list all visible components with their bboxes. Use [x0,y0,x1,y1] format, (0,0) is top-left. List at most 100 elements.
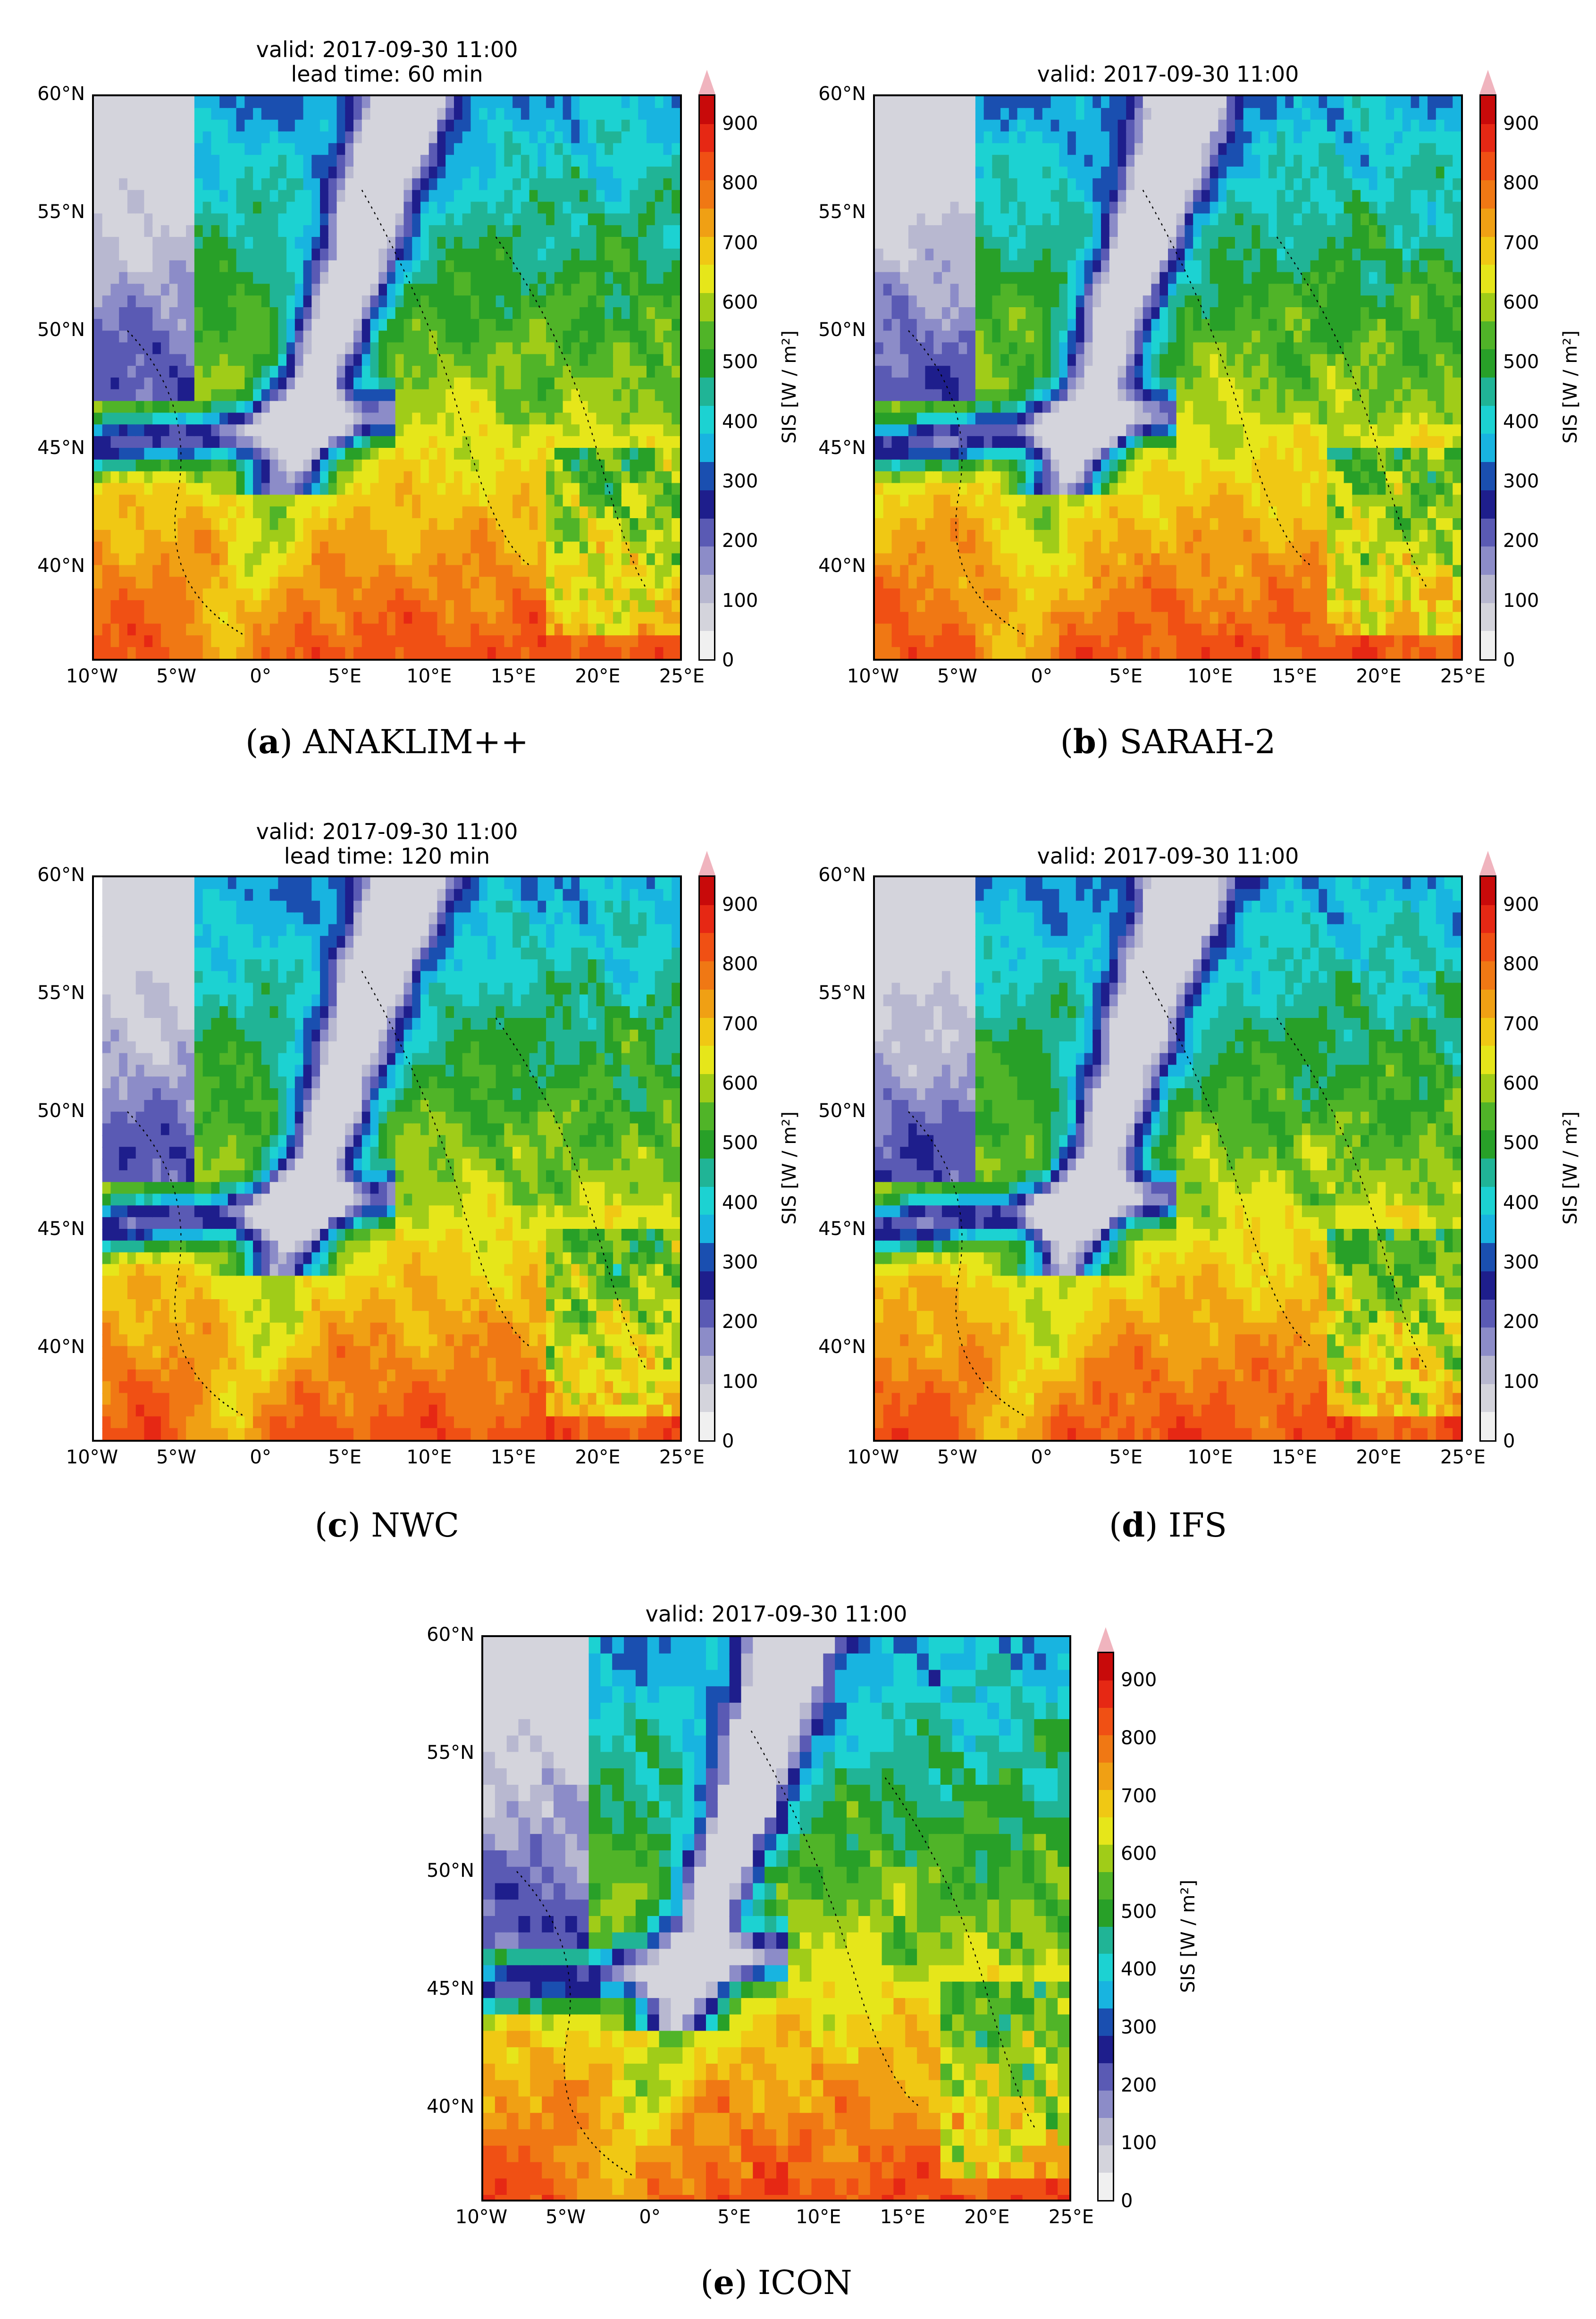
colorbar-b-segment [1481,293,1495,321]
map-c-lon-tick: 10°E [406,1446,452,1468]
map-d-lon-tick: 0° [1031,1446,1052,1468]
colorbar-e-tick: 200 [1121,2074,1157,2096]
map-c-lon-tick: 0° [250,1446,271,1468]
colorbar-c-segment [700,1271,714,1300]
colorbar-d-tick: 100 [1503,1370,1539,1393]
map-e [481,1635,1071,2201]
map-c-lat-tick: 55°N [37,982,85,1004]
map-a-lat-tick: 40°N [37,555,85,577]
panel-c-title-line1: valid: 2017-09-30 11:00 [256,819,518,844]
colorbar-b-segment [1481,603,1495,631]
colorbar-e-tick: 800 [1121,1727,1157,1749]
map-a-lon-tick: 25°E [659,665,705,687]
map-b-lon-tick: 15°E [1271,665,1317,687]
map-d-lon-tick: 5°W [937,1446,978,1468]
caption-a-letter: a [258,722,280,761]
colorbar-b-segment [1481,574,1495,603]
map-d [873,875,1463,1442]
map-c-lon-tick: 25°E [659,1446,705,1468]
colorbar-d-segment [1481,1045,1495,1074]
colorbar-e-segment [1099,2063,1113,2091]
colorbar-c-segment [700,1158,714,1187]
colorbar-b-segment [1481,180,1495,209]
colorbar-b-segment [1481,405,1495,434]
map-c-lon-tick: 5°E [328,1446,362,1468]
map-d-lon-tick: 15°E [1271,1446,1317,1468]
colorbar-b-segment [1481,462,1495,490]
colorbar-c-tick: 600 [722,1073,758,1095]
colorbar-d-extend-arrow [1479,851,1496,875]
map-e-lon-tick: 5°E [717,2206,751,2228]
map-d-field [875,877,1461,1440]
colorbar-b-tick: 400 [1503,411,1539,433]
colorbar-d-tick: 400 [1503,1192,1539,1214]
map-c-lat-tick: 60°N [37,864,85,886]
colorbar-c-segment [700,1102,714,1131]
colorbar-a-segment [700,377,714,406]
colorbar-b-segment [1481,630,1495,659]
map-b-lon-tick: 10°E [1187,665,1233,687]
colorbar-b-tick: 100 [1503,589,1539,612]
colorbar-b-tick: 600 [1503,292,1539,314]
colorbar-c-segment [700,961,714,990]
colorbar-a-segment [700,574,714,603]
colorbar-c-segment [700,1045,714,1074]
colorbar-d-tick: 0 [1503,1430,1515,1452]
colorbar-a-segment [700,518,714,547]
panel-e-title-line1: valid: 2017-09-30 11:00 [645,1601,907,1627]
colorbar-a-segment [700,180,714,209]
map-b-field [875,96,1461,659]
caption-a: (a) ANAKLIM++ [245,722,529,761]
colorbar-b-tick: 800 [1503,172,1539,194]
colorbar-d-segment [1481,1074,1495,1102]
map-b-lon-tick: 0° [1031,665,1052,687]
colorbar-a-segment [700,151,714,181]
colorbar-b-segment [1481,321,1495,350]
colorbar-b-tick: 900 [1503,113,1539,135]
colorbar-e-segment [1099,2145,1113,2173]
map-a-lon-tick: 20°E [575,665,621,687]
colorbar-c-segment [700,1384,714,1412]
map-c-lat-tick: 45°N [37,1218,85,1240]
colorbar-d-segment [1481,1017,1495,1046]
colorbar-a-segment [700,293,714,321]
map-c-lon-tick: 5°W [156,1446,197,1468]
colorbar-b-segment [1481,349,1495,378]
colorbar-a [698,94,715,661]
colorbar-c-segment [700,1214,714,1244]
map-d-lat-tick: 60°N [818,864,866,886]
colorbar-b-segment [1481,95,1495,124]
caption-c-name: NWC [371,1506,460,1545]
colorbar-d-tick: 300 [1503,1252,1539,1274]
caption-d-letter: d [1122,1505,1145,1545]
map-d-lat-tick: 45°N [818,1218,866,1240]
map-a-lat-tick: 45°N [37,437,85,459]
panel-d-title-line1: valid: 2017-09-30 11:00 [1037,843,1299,869]
colorbar-c-segment [700,1017,714,1046]
colorbar-d-segment [1481,1243,1495,1271]
colorbar-e-segment [1099,1844,1113,1872]
colorbar-e-tick: 0 [1121,2190,1133,2212]
map-d-lon-tick: 20°E [1356,1446,1402,1468]
colorbar-a-tick: 100 [722,589,758,612]
colorbar-a-tick: 200 [722,530,758,552]
colorbar-b-segment [1481,377,1495,406]
map-a-lon-tick: 10°W [66,665,118,687]
colorbar-b-tick: 0 [1503,649,1515,671]
map-b-lon-tick: 25°E [1440,665,1486,687]
map-a-field [94,96,680,659]
colorbar-e-segment [1099,2035,1113,2064]
colorbar-a-label: SIS [W / m²] [779,330,800,444]
colorbar-c-segment [700,905,714,933]
colorbar-c-tick: 300 [722,1252,758,1274]
colorbar-e-segment [1099,1953,1113,1982]
caption-b-letter: b [1073,722,1096,761]
map-e-lat-tick: 45°N [427,1978,474,2000]
colorbar-d-segment [1481,1355,1495,1384]
map-a-lon-tick: 0° [250,665,271,687]
colorbar-a-segment [700,124,714,152]
map-d-lat-tick: 40°N [818,1336,866,1358]
colorbar-b-segment [1481,208,1495,237]
colorbar-a-tick: 800 [722,172,758,194]
panel-b-title-line1: valid: 2017-09-30 11:00 [1037,61,1299,87]
